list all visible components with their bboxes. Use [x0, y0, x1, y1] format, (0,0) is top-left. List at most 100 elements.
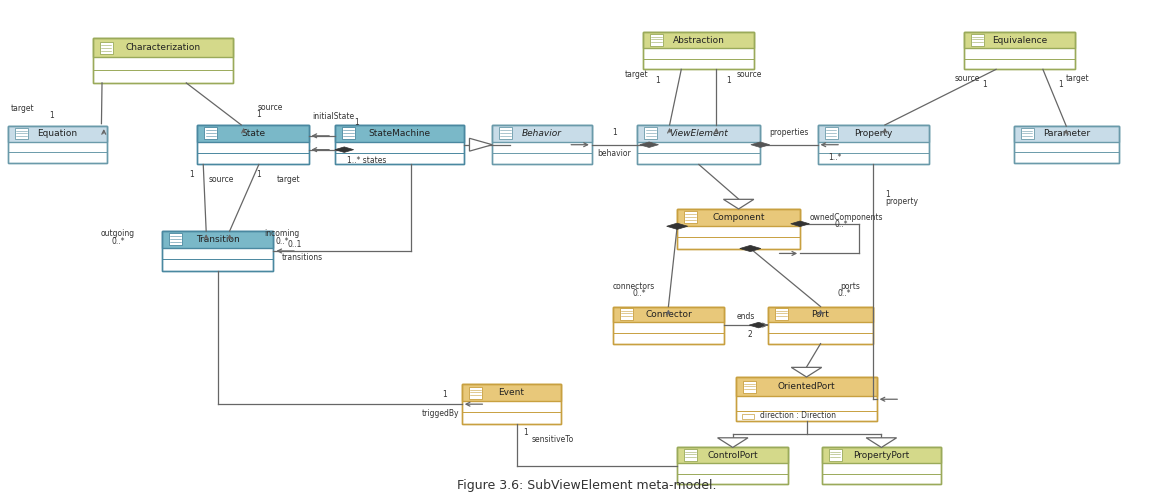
Polygon shape [469, 138, 493, 151]
Bar [775, 308, 788, 320]
Bar [677, 447, 788, 463]
Polygon shape [335, 147, 353, 153]
Text: outgoing: outgoing [101, 229, 135, 238]
Bar [684, 211, 697, 223]
Text: State: State [240, 129, 265, 138]
Bar [169, 234, 182, 246]
Bar [768, 307, 873, 343]
Bar [822, 447, 941, 463]
Bar [637, 125, 760, 165]
Text: source: source [258, 103, 283, 112]
Bar [335, 125, 463, 142]
Bar [822, 447, 941, 485]
Text: triggedBy: triggedBy [422, 409, 460, 417]
Text: ends: ends [737, 312, 755, 321]
Bar [964, 32, 1076, 70]
Bar [93, 38, 233, 57]
Bar [493, 125, 591, 165]
Polygon shape [639, 142, 658, 148]
Text: 0..*: 0..* [632, 289, 646, 298]
Bar [822, 447, 941, 463]
Bar [964, 32, 1076, 48]
Text: Property: Property [854, 129, 893, 138]
Bar [162, 231, 273, 271]
Text: 1: 1 [257, 170, 262, 179]
Text: Connector: Connector [645, 310, 692, 319]
Bar [612, 307, 724, 343]
Text: Equation: Equation [38, 129, 77, 139]
Bar [971, 34, 984, 46]
Text: sensitiveTo: sensitiveTo [531, 435, 574, 444]
Text: initialState: initialState [312, 111, 354, 121]
Bar [964, 32, 1076, 48]
Bar [1021, 128, 1033, 140]
Bar [643, 32, 754, 48]
Bar [743, 414, 754, 419]
Text: 0..*: 0..* [834, 220, 848, 229]
Bar [8, 126, 107, 142]
Bar [619, 308, 632, 320]
Text: behavior: behavior [598, 149, 631, 158]
Bar [93, 38, 233, 83]
Text: 1: 1 [656, 76, 660, 84]
Bar [768, 307, 873, 343]
Bar [197, 125, 308, 142]
Bar [162, 231, 273, 248]
Bar [768, 307, 873, 322]
Text: ports: ports [840, 282, 860, 291]
Text: properties: properties [769, 128, 808, 137]
Text: target: target [625, 70, 649, 79]
Text: Component: Component [712, 213, 765, 222]
Text: Event: Event [499, 388, 524, 397]
Polygon shape [792, 367, 822, 377]
Polygon shape [791, 221, 809, 227]
Bar [818, 125, 929, 142]
Bar [469, 387, 482, 399]
Text: Behavior: Behavior [522, 129, 562, 138]
Bar [204, 127, 217, 139]
Bar [643, 32, 754, 70]
Text: Parameter: Parameter [1043, 129, 1090, 139]
Text: 1: 1 [884, 190, 889, 199]
Text: connectors: connectors [612, 282, 655, 291]
Polygon shape [666, 223, 687, 230]
Text: target: target [277, 175, 300, 184]
Bar [341, 127, 354, 139]
Text: 1: 1 [189, 170, 194, 179]
Bar [1013, 126, 1119, 142]
Bar [818, 125, 929, 165]
Bar [643, 32, 754, 48]
Text: transitions: transitions [283, 253, 324, 262]
Bar [677, 447, 788, 485]
Bar [677, 209, 800, 226]
Polygon shape [750, 323, 768, 328]
Bar [8, 126, 107, 142]
Bar [93, 38, 233, 83]
Bar [162, 231, 273, 271]
Text: 1: 1 [523, 428, 528, 437]
Bar [93, 38, 233, 57]
Text: 0..*: 0..* [276, 237, 289, 246]
Bar [162, 231, 273, 248]
Text: Abstraction: Abstraction [673, 36, 725, 45]
Bar [768, 307, 873, 322]
Bar [462, 384, 562, 401]
Bar [493, 125, 591, 142]
Text: 0..*: 0..* [838, 289, 850, 298]
Bar [677, 209, 800, 248]
Text: ViewElement: ViewElement [670, 129, 728, 138]
Bar [818, 125, 929, 165]
Polygon shape [866, 438, 896, 447]
Text: 1: 1 [354, 118, 359, 127]
Text: 2: 2 [748, 331, 753, 339]
Polygon shape [724, 199, 754, 209]
Text: Characterization: Characterization [126, 43, 201, 52]
Text: PropertyPort: PropertyPort [853, 451, 909, 460]
Text: target: target [11, 104, 34, 113]
Bar [637, 125, 760, 142]
Text: property: property [884, 197, 918, 206]
Text: OrientedPort: OrientedPort [778, 382, 835, 391]
Bar [822, 447, 941, 485]
Text: 1: 1 [442, 390, 447, 399]
Text: StateMachine: StateMachine [368, 129, 430, 138]
